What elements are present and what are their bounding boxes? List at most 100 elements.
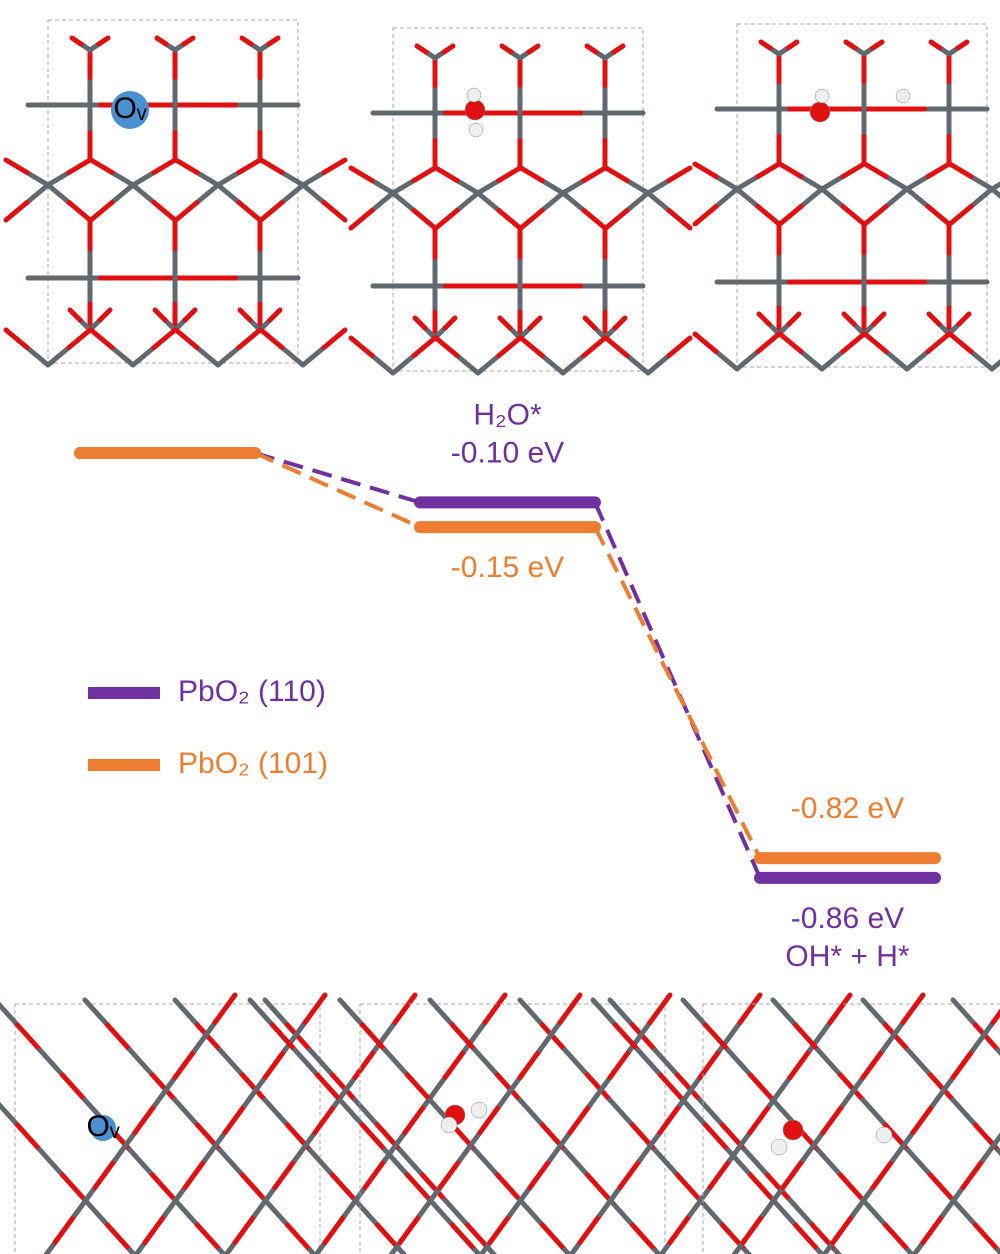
bond [72,38,81,44]
bond [950,334,971,352]
bond [585,318,595,328]
cell-box [15,1004,320,1254]
bond [669,211,690,229]
bond [184,38,193,44]
bond [414,338,435,356]
bond [908,1150,931,1175]
bond [310,1150,333,1175]
bond [822,352,843,370]
bond [971,189,992,207]
bond [759,314,769,324]
bond [457,193,478,211]
bond [780,207,801,225]
bond [542,356,563,374]
bond [565,1150,588,1175]
bond [843,207,864,225]
atom [783,1120,803,1140]
bond [683,1000,706,1025]
bond [385,1050,408,1075]
bond [393,181,414,194]
bond [743,1215,763,1243]
value-label: -0.86 eV [791,902,904,935]
bond [660,1105,680,1133]
bond [265,1200,288,1225]
bond [648,181,669,194]
bond [324,203,345,221]
structure-top: Oᵥ [6,20,345,365]
bond [18,1125,41,1150]
bond [953,1200,976,1225]
bond [220,1050,243,1075]
bond [445,1050,465,1078]
bond [154,160,175,173]
bond [499,338,520,356]
bond [913,1105,933,1133]
bond [907,352,928,370]
bond [303,173,324,186]
bond [436,168,457,181]
bond [27,173,48,186]
bond [953,1050,973,1078]
bond [783,1160,803,1188]
bond [584,338,605,356]
bond [27,348,48,366]
bond [239,160,260,173]
bond [886,1225,909,1250]
legend-label: PbO₂ (101) [178,747,328,780]
bond [303,348,324,366]
bond [324,160,345,173]
bond [521,168,542,181]
bond [417,46,426,52]
bond [788,42,797,48]
bond [958,42,967,48]
bond [976,1225,999,1250]
bond [648,356,669,374]
bond [355,1200,378,1225]
bond [372,193,393,211]
connector [255,453,420,502]
bond [91,160,112,173]
bond [950,164,971,177]
bond [218,173,239,186]
bond [543,1225,566,1250]
bond [614,46,623,52]
bond [69,330,90,348]
bond [400,1215,420,1243]
bond [873,42,882,48]
bond [154,203,175,221]
bond [133,348,154,366]
bond [305,995,325,1023]
bond [728,1050,751,1075]
bond [70,310,80,320]
bond [751,1075,774,1100]
bond [499,211,520,229]
bond [928,164,949,177]
connector [255,453,420,527]
bond [588,1175,611,1200]
bond [610,1100,633,1125]
bond [175,1200,198,1225]
bond [669,168,690,181]
bond [907,189,928,207]
bond [333,1175,356,1200]
bond [992,352,1000,370]
bond [565,1050,588,1075]
bond [157,38,166,44]
bond [315,1105,335,1133]
bond [710,1160,730,1188]
bond [863,1050,883,1078]
bond [185,1160,205,1188]
bond [865,164,886,177]
bond [35,1243,55,1254]
bond [928,334,949,352]
bond [55,1215,75,1243]
bond [950,207,971,225]
bond [886,177,907,190]
bond [490,1215,510,1243]
bond [520,1200,543,1225]
bond [750,1105,770,1133]
bond [269,38,278,44]
bond [485,995,505,1023]
bond [863,1200,886,1225]
bond [351,211,372,229]
